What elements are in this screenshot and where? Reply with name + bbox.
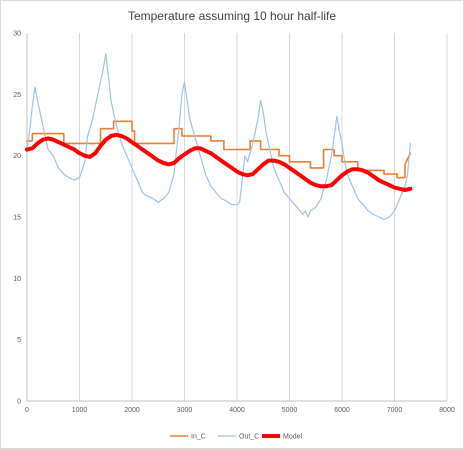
y-tick-label: 25 bbox=[13, 92, 21, 99]
x-tick-label: 4000 bbox=[229, 407, 245, 414]
y-tick-label: 5 bbox=[17, 337, 21, 344]
legend: In_C Out_C Model bbox=[170, 434, 303, 441]
legend-label-out-c: Out_C bbox=[239, 434, 259, 441]
x-tick-label: 7000 bbox=[387, 407, 403, 414]
legend-label-in-c: In_C bbox=[191, 434, 206, 441]
x-tick-label: 2000 bbox=[124, 407, 140, 414]
y-tick-label: 30 bbox=[13, 31, 21, 38]
legend-label-model: Model bbox=[283, 434, 303, 441]
y-tick-label: 20 bbox=[13, 153, 21, 160]
x-tick-label: 5000 bbox=[282, 407, 298, 414]
y-tick-label: 10 bbox=[13, 276, 21, 283]
series-line-in-c bbox=[26, 120, 412, 179]
x-tick-label: 0 bbox=[25, 407, 29, 414]
x-tick-label: 1000 bbox=[72, 407, 88, 414]
tick-labels: 0 1000 2000 3000 4000 5000 6000 7000 8000 0 5 10 15 2… bbox=[13, 31, 455, 415]
axes bbox=[26, 33, 447, 402]
x-tick-label: 8000 bbox=[439, 407, 455, 414]
series-line-model bbox=[25, 132, 413, 192]
y-tick-label: 15 bbox=[13, 215, 21, 222]
x-tick-label: 6000 bbox=[334, 407, 350, 414]
y-tick-label: 0 bbox=[17, 399, 21, 406]
series-line-out-c bbox=[26, 53, 411, 221]
x-tick-label: 3000 bbox=[177, 407, 193, 414]
gridlines bbox=[79, 33, 448, 401]
series-lines bbox=[25, 53, 413, 221]
chart-title: Temperature assuming 10 hour half-life bbox=[127, 9, 337, 23]
